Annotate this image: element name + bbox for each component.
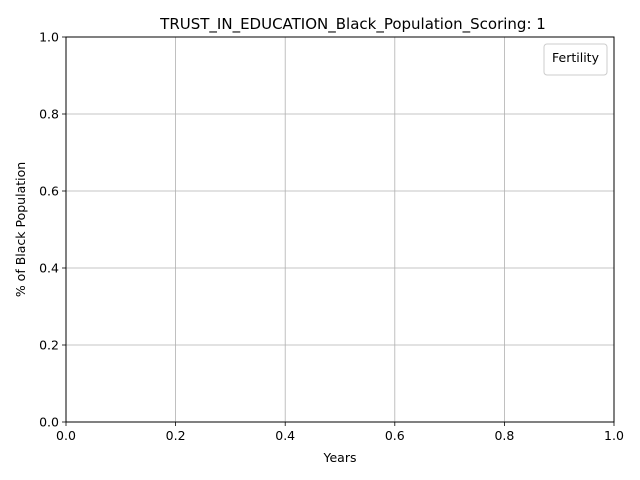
- x-tick-label: 0.0: [56, 428, 76, 443]
- y-tick-label: 1.0: [39, 30, 59, 45]
- x-axis: 0.0 0.2 0.4 0.6 0.8 1.0: [56, 422, 624, 443]
- x-tick-label: 0.8: [494, 428, 514, 443]
- x-tick-label: 0.6: [385, 428, 405, 443]
- y-tick-label: 0.2: [39, 338, 59, 353]
- legend-box: [543, 43, 608, 76]
- grid: [66, 37, 614, 422]
- y-tick-label: 0.0: [39, 415, 59, 430]
- y-tick-label: 0.6: [39, 184, 59, 199]
- x-axis-label: Years: [323, 450, 357, 465]
- legend: Fertility: [543, 43, 608, 76]
- legend-title: Fertility: [552, 50, 600, 65]
- y-tick-label: 0.4: [39, 261, 59, 276]
- x-tick-label: 0.4: [275, 428, 295, 443]
- plot-frame: [65, 36, 615, 423]
- y-tick-label: 0.8: [39, 107, 59, 122]
- y-axis: 0.0 0.2 0.4 0.6 0.8 1.0: [39, 30, 66, 430]
- x-tick-label: 0.2: [166, 428, 186, 443]
- chart-title: TRUST_IN_EDUCATION_Black_Population_Scor…: [159, 15, 546, 34]
- x-tick-label: 1.0: [604, 428, 624, 443]
- y-axis-label: % of Black Population: [13, 162, 28, 297]
